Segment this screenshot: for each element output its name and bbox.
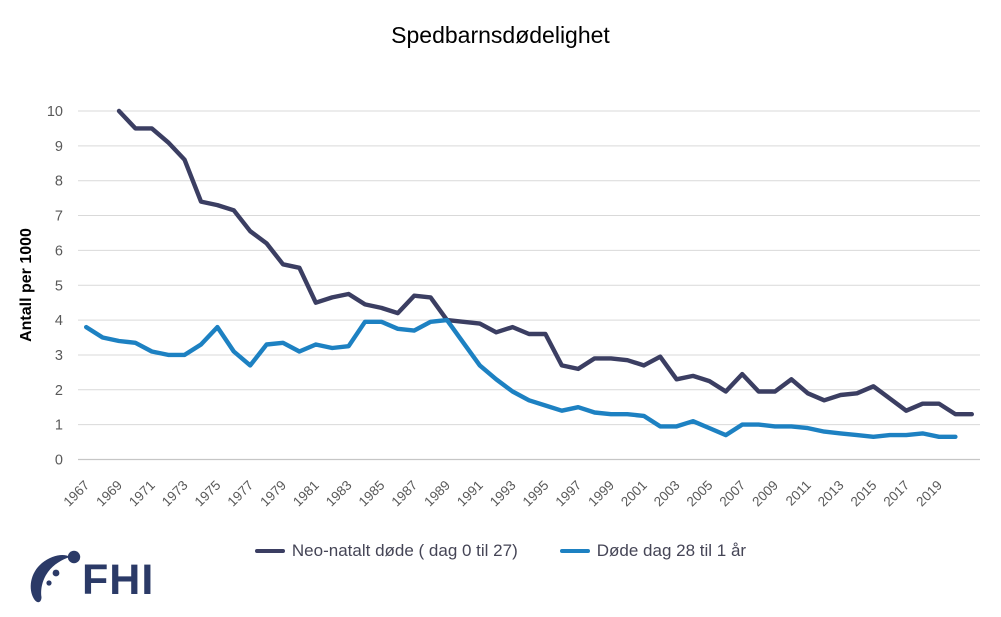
legend-swatch-neonatal <box>254 548 285 554</box>
x-tick-label: 1981 <box>290 478 322 510</box>
y-tick-label: 4 <box>55 313 63 329</box>
x-tick-label: 1973 <box>159 478 191 510</box>
x-tick-label: 2005 <box>684 478 716 510</box>
y-tick-label: 8 <box>55 174 63 190</box>
x-tick-label: 1967 <box>60 478 92 510</box>
x-tick-label: 1993 <box>487 478 519 510</box>
legend-item-postneonatal: Døde dag 28 til 1 år <box>559 541 747 561</box>
chart-legend: Neo-natalt døde ( dag 0 til 27) Døde dag… <box>0 541 1001 561</box>
x-tick-label: 1977 <box>224 478 256 510</box>
y-tick-label: 3 <box>55 348 63 364</box>
x-tick-label: 2019 <box>913 478 945 510</box>
x-tick-label: 1983 <box>323 478 355 510</box>
fhi-logo-head-dot <box>67 550 81 564</box>
y-tick-label: 6 <box>55 243 63 259</box>
x-tick-label: 1999 <box>585 478 617 510</box>
x-tick-label: 1987 <box>388 478 420 510</box>
y-tick-label: 9 <box>55 139 63 155</box>
x-tick-label: 2007 <box>716 478 748 510</box>
y-tick-labels: 0 1 2 3 4 5 6 7 8 9 10 <box>47 104 63 469</box>
x-tick-label: 1985 <box>356 478 388 510</box>
series-line-postneonatal <box>84 317 958 439</box>
y-tick-label: 0 <box>55 453 63 469</box>
y-tick-label: 7 <box>55 209 63 225</box>
x-tick-label: 1975 <box>192 478 224 510</box>
y-tick-label: 2 <box>55 383 63 399</box>
y-tick-label: 1 <box>55 418 63 434</box>
x-tick-label: 1979 <box>257 478 289 510</box>
x-tick-label: 1971 <box>126 478 158 510</box>
x-tick-label: 1995 <box>520 478 552 510</box>
x-tick-label: 2003 <box>651 478 683 510</box>
x-tick-label: 2017 <box>880 478 912 510</box>
fhi-logo: FHI <box>30 550 154 604</box>
legend-item-neonatal: Neo-natalt døde ( dag 0 til 27) <box>254 541 518 561</box>
chart-title: Spedbarnsdødelighet <box>391 22 610 48</box>
gridlines <box>78 110 980 461</box>
x-tick-label: 2009 <box>749 478 781 510</box>
x-tick-label: 2013 <box>815 478 847 510</box>
x-tick-label: 1989 <box>421 478 453 510</box>
legend-swatch-postneonatal <box>559 548 590 554</box>
fhi-logo-swoosh <box>30 555 71 603</box>
x-tick-label: 2001 <box>618 478 650 510</box>
fhi-logo-icon <box>30 550 81 603</box>
chart-svg: 0 1 2 3 4 5 6 7 8 9 10 1967 1969 1971 1973 1975 1977 1979… <box>18 104 980 510</box>
legend-label-postneonatal: Døde dag 28 til 1 år <box>596 541 747 560</box>
y-tick-label: 5 <box>55 278 63 294</box>
y-axis-title: Antall per 1000 <box>18 228 35 342</box>
x-tick-labels: 1967 1969 1971 1973 1975 1977 1979 1981 1983 1985… <box>60 478 945 510</box>
x-tick-label: 2011 <box>783 478 814 509</box>
x-tick-label: 1997 <box>552 478 584 510</box>
x-tick-label: 1969 <box>93 478 125 510</box>
fhi-logo-dot-1 <box>52 569 60 577</box>
fhi-logo-dot-2 <box>46 580 52 586</box>
x-tick-label: 2015 <box>848 478 880 510</box>
series-line-neonatal <box>116 108 974 417</box>
y-tick-label: 10 <box>47 104 63 120</box>
legend-label-neonatal: Neo-natalt døde ( dag 0 til 27) <box>291 541 518 560</box>
x-tick-label: 1991 <box>454 478 486 510</box>
fhi-logo-text: FHI <box>82 556 154 604</box>
